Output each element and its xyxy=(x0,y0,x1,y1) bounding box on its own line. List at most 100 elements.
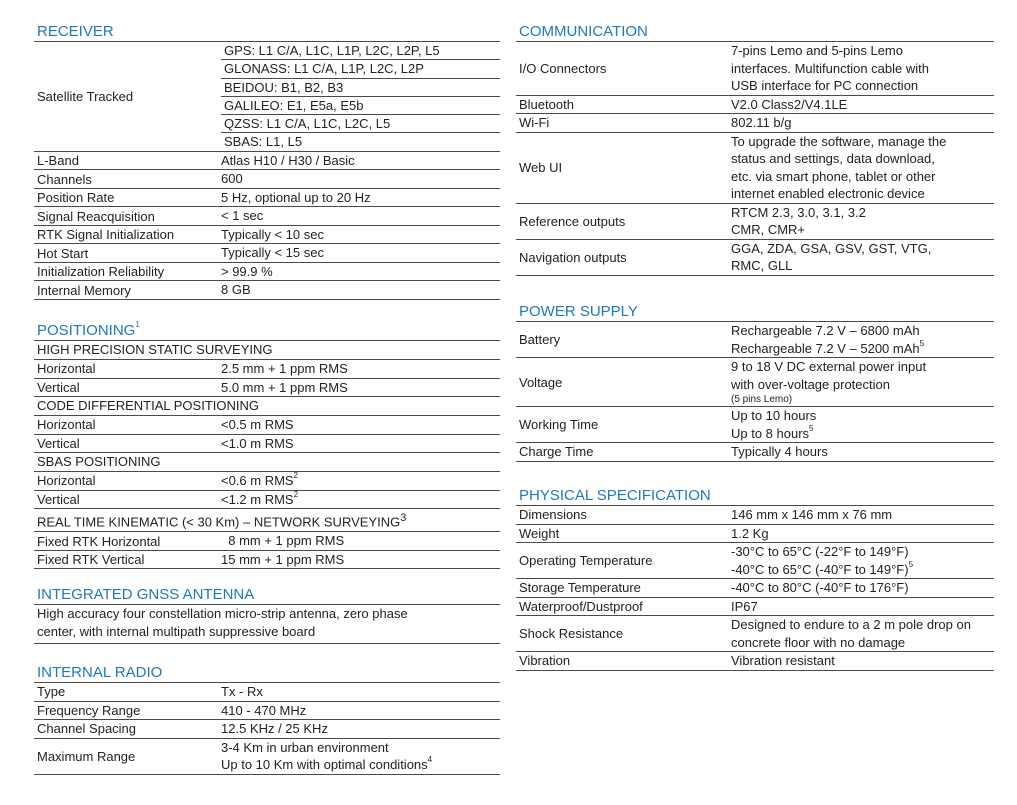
spec-value-text: RTCM 2.3, 3.0, 3.1, 3.2 xyxy=(731,204,866,220)
spec-value-text: 1.2 Kg xyxy=(731,525,769,541)
spec-value-text: (5 pins Lemo) xyxy=(731,394,793,405)
spec-row: Vibration Vibration resistant xyxy=(516,652,994,671)
spec-values: <0.6 m RMS2 xyxy=(221,472,500,490)
spec-row: REAL TIME KINEMATIC (< 30 Km) – NETWORK … xyxy=(34,509,500,533)
spec-label: Wi-Fi xyxy=(519,115,550,131)
spec-label: Satellite Tracked xyxy=(37,88,134,104)
spec-value-text: Vibration resistant xyxy=(731,653,835,668)
spec-label: Hot Start xyxy=(37,245,89,261)
spec-value-text: Rechargeable 7.2 V – 5200 mAh xyxy=(731,340,920,356)
spec-label: Vibration xyxy=(519,653,571,669)
spec-row: Battery Rechargeable 7.2 V – 6800 mAh Rech… xyxy=(516,322,994,358)
section-title: PHYSICAL SPECIFICATION xyxy=(516,486,994,506)
spec-value-text: -40°C to 65°C (-40°F to 149°F) xyxy=(731,561,909,577)
footnote-marker: 5 xyxy=(919,338,925,348)
spec-value-text: V2.0 Class2/V4.1LE xyxy=(731,96,848,112)
spec-value-text: SBAS: L1, L5 xyxy=(224,134,303,150)
spec-row: Vertical <1.2 m RMS2 xyxy=(34,490,500,509)
spec-row: RTK Signal Initialization Typically < 10 … xyxy=(34,226,500,245)
spec-label: Horizontal xyxy=(37,417,96,433)
spec-value-text: To upgrade the software, manage the xyxy=(731,133,947,149)
spec-value: Rechargeable 7.2 V – 5200 mAh5 xyxy=(731,338,994,358)
spec-value: 3-4 Km in urban environment xyxy=(221,739,500,757)
spec-values: 8 mm + 1 ppm RMS xyxy=(221,532,500,550)
spec-value: 2.5 mm + 1 ppm RMS xyxy=(221,360,500,378)
subsection-heading: SBAS POSITIONING xyxy=(34,453,161,471)
spec-value-text: 3-4 Km in urban environment xyxy=(221,739,389,755)
spec-values: <1.0 m RMS xyxy=(221,435,500,453)
spec-row: Initialization Reliability > 99.9 % xyxy=(34,263,500,282)
spec-label: Channel Spacing xyxy=(37,721,137,737)
spec-label: Voltage xyxy=(519,374,563,390)
spec-label: Bluetooth xyxy=(519,96,574,112)
spec-value-text: IP67 xyxy=(731,598,758,614)
spec-value: CMR, CMR+ xyxy=(731,221,994,239)
section-title-text: INTEGRATED GNSS ANTENNA xyxy=(37,586,255,603)
spec-section: POWER SUPPLY Battery Rechargeable 7.2 V – … xyxy=(516,302,994,462)
spec-value: <0.5 m RMS xyxy=(221,416,500,434)
spec-value: 15 mm + 1 ppm RMS xyxy=(221,551,500,569)
spec-label: Frequency Range xyxy=(37,702,141,718)
spec-label: Battery xyxy=(519,332,561,347)
spec-values: 5.0 mm + 1 ppm RMS xyxy=(221,379,500,397)
spec-row: Web UI To upgrade the software, manage th… xyxy=(516,133,994,204)
spec-value-text: Atlas H10 / H30 / Basic xyxy=(221,152,355,168)
spec-row: Channel Spacing 12.5 KHz / 25 KHz xyxy=(34,720,500,739)
spec-value-text: Typically < 15 sec xyxy=(221,245,324,261)
section-title: RECEIVER xyxy=(34,22,500,42)
spec-value-text: 146 mm x 146 mm x 76 mm xyxy=(731,507,893,522)
spec-value: Typically < 15 sec xyxy=(221,244,500,262)
spec-value: V2.0 Class2/V4.1LE xyxy=(731,96,994,114)
spec-row: Maximum Range 3-4 Km in urban environment… xyxy=(34,739,500,775)
spec-row: Horizontal <0.6 m RMS2 xyxy=(34,472,500,491)
spec-value: 9 to 18 V DC external power input xyxy=(731,358,994,376)
spec-row: Reference outputs RTCM 2.3, 3.0, 3.1, 3.2… xyxy=(516,204,994,240)
spec-values: -40°C to 80°C (-40°F to 176°F) xyxy=(731,579,994,597)
spec-value-text: Typically 4 hours xyxy=(731,444,828,459)
spec-value: < 1 sec xyxy=(221,207,500,225)
spec-row: Storage Temperature -40°C to 80°C (-40°F … xyxy=(516,579,994,598)
spec-values: Typically < 15 sec xyxy=(221,244,500,262)
spec-row: Dimensions 146 mm x 146 mm x 76 mm xyxy=(516,506,994,525)
section-title-text: INTERNAL RADIO xyxy=(37,664,163,681)
spec-value-text: CMR, CMR+ xyxy=(731,222,806,237)
spec-value-text: 5.0 mm + 1 ppm RMS xyxy=(221,379,348,395)
spec-value: interfaces. Multifunction cable with xyxy=(731,60,994,78)
spec-label: Type xyxy=(37,684,66,700)
section-title: INTEGRATED GNSS ANTENNA xyxy=(34,585,500,605)
spec-value-text: 802.11 b/g xyxy=(731,115,792,130)
section-title-text: POSITIONING xyxy=(37,322,136,339)
spec-label: Horizontal xyxy=(37,473,96,489)
spec-row: CODE DIFFERENTIAL POSITIONING xyxy=(34,397,500,416)
spec-value-text: GGA, ZDA, GSA, GSV, GST, VTG, xyxy=(731,240,932,256)
spec-values: <0.5 m RMS xyxy=(221,416,500,434)
spec-values: 15 mm + 1 ppm RMS xyxy=(221,551,500,569)
spec-row: Vertical <1.0 m RMS xyxy=(34,435,500,453)
spec-value-text: status and settings, data download, xyxy=(731,151,935,166)
spec-values: 146 mm x 146 mm x 76 mm xyxy=(731,506,994,524)
spec-value-text: QZSS: L1 C/A, L1C, L2C, L5 xyxy=(224,116,391,132)
spec-value: 5.0 mm + 1 ppm RMS xyxy=(221,379,500,397)
spec-label: Initialization Reliability xyxy=(37,264,165,280)
spec-values: > 99.9 % xyxy=(221,263,500,281)
spec-values: IP67 xyxy=(731,598,994,616)
spec-label: Shock Resistance xyxy=(519,626,624,641)
spec-section: COMMUNICATION I/O Connectors 7-pins Lemo a… xyxy=(516,22,994,276)
footnote-marker: 3 xyxy=(400,512,407,524)
spec-label: Weight xyxy=(519,525,560,541)
spec-values: To upgrade the software, manage the statu… xyxy=(731,133,994,203)
spec-value-text: GPS: L1 C/A, L1C, L1P, L2C, L2P, L5 xyxy=(224,43,440,58)
spec-value-text: < 1 sec xyxy=(221,208,264,224)
spec-value-text: Tx - Rx xyxy=(221,684,263,699)
spec-value-text: 5 Hz, optional up to 20 Hz xyxy=(221,189,371,205)
spec-row: Waterproof/Dustproof IP67 xyxy=(516,598,994,616)
spec-label: I/O Connectors xyxy=(519,60,607,76)
spec-value: IP67 xyxy=(731,598,994,616)
section-title: COMMUNICATION xyxy=(516,22,994,42)
footnote-marker: 4 xyxy=(427,755,433,764)
spec-values: RTCM 2.3, 3.0, 3.1, 3.2 CMR, CMR+ xyxy=(731,204,994,239)
spec-value-text: concrete floor with no damage xyxy=(731,634,906,650)
spec-value: Vibration resistant xyxy=(731,652,994,670)
spec-label: Fixed RTK Horizontal xyxy=(37,533,161,549)
